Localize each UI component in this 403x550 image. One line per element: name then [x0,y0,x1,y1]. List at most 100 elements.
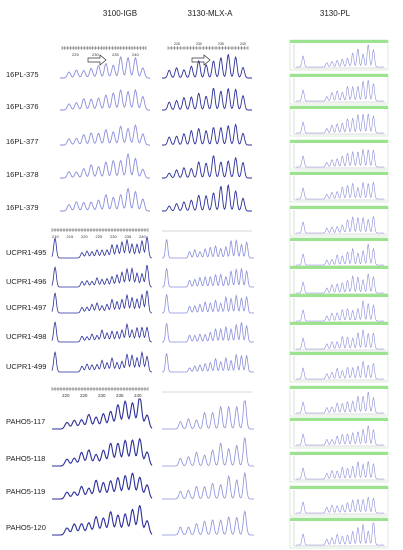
pl-trace-1 [296,79,384,102]
igb-trace-4 [60,187,150,212]
igb-ucpr-trace-4 [51,350,153,373]
mlx-scale-label: 230 [196,42,202,46]
pl-trace-0 [296,44,384,68]
igb-scale-label: 230 [92,52,99,57]
row-label-16pl-379: 16PL-379 [6,203,39,212]
pl-trace-14 [296,496,384,514]
pl-panel-header-bar [290,386,388,389]
mlx-scale-label: 235 [218,42,224,46]
row-label-paho5-119: PAHO5-119 [6,487,46,496]
igb-ucpr-trace-1 [51,264,153,288]
row-label-paho5-120: PAHO5-120 [6,523,46,532]
row-label-ucpr1-496: UCPR1-496 [6,277,47,286]
mlx-trace-1 [162,87,252,111]
row-label-ucpr1-499: UCPR1-499 [6,362,47,371]
pl-panel-header-bar [290,206,388,209]
igb-trace-3 [60,153,150,179]
mlx-paho-trace-2 [162,471,254,500]
row-label-ucpr1-495: UCPR1-495 [6,248,47,257]
igb-scale-label: 230 [110,234,117,239]
igb-ucpr-trace-3 [51,321,153,343]
igb-paho-trace-0 [52,398,153,430]
igb-scale-label: 225 [72,52,79,57]
pl-panel-header-bar [290,418,388,421]
arrow-marker-igb [87,54,107,66]
pl-trace-5 [296,215,384,234]
mlx-trace-3 [162,155,252,179]
mlx-paho-trace-3 [162,510,254,536]
row-label-ucpr1-497: UCPR1-497 [6,303,47,312]
pl-trace-11 [296,391,384,414]
pl-panel-header-bar [290,140,388,143]
pl-trace-15 [296,522,384,546]
igb-scale-label: 230 [98,393,106,398]
mlx-ucpr-trace-4 [162,353,254,373]
igb-scale-label: 235 [116,393,124,398]
row-label-16pl-376: 16PL-376 [6,102,39,111]
mlx-trace-2 [162,123,252,146]
mlx-trace-0 [162,53,252,79]
pl-trace-13 [296,461,384,480]
mlx-ucpr-trace-2 [162,294,254,314]
igb-paho-trace-1 [52,438,153,467]
column-header-pl: 3130-PL [319,9,351,18]
mlx-paho-trace-0 [162,400,254,430]
pl-panel-header-bar [290,106,388,109]
igb-scale-label: 215 [67,234,74,239]
column-header-igb: 3100-IGB [102,9,138,18]
pl-panel-header-bar [290,294,388,297]
mlx-ucpr-trace-0 [162,239,254,259]
pl-panel-header-bar [290,518,388,521]
igb-scale-label: 225 [96,234,103,239]
pl-panel-header-bar [290,486,388,489]
mlx-ucpr-trace-3 [162,322,254,343]
row-label-paho5-118: PAHO5-118 [6,454,46,463]
pl-panel-header-bar [290,452,388,455]
igb-scale-label: 225 [80,393,88,398]
igb-scale-label: 235 [112,52,119,57]
row-label-ucpr1-498: UCPR1-498 [6,332,47,341]
pl-panel-header-bar [290,322,388,325]
igb-paho-trace-3 [52,504,153,536]
column-header-mlx: 3130-MLX-A [187,9,233,18]
pl-panel-header-bar [290,238,388,241]
mlx-paho-trace-1 [162,436,254,467]
igb-scale-label: 235 [125,234,132,239]
igb-scale-label: 220 [81,234,88,239]
pl-trace-2 [296,113,384,134]
pl-panel-header-bar [290,74,388,77]
pl-trace-12 [296,425,384,446]
mlx-scale-label: 240 [240,42,246,46]
igb-scale-label: 240 [139,234,146,239]
mlx-trace-4 [162,184,252,212]
igb-trace-1 [60,88,150,111]
pl-trace-10 [296,360,384,380]
igb-scale-label: 210 [52,234,59,239]
igb-paho-trace-2 [52,472,153,500]
igb-scale-label: 240 [132,52,139,57]
row-label-16pl-375: 16PL-375 [6,70,39,79]
pl-trace-3 [296,149,384,168]
arrow-marker-mlx [191,54,211,66]
pl-trace-6 [296,243,384,266]
row-label-16pl-377: 16PL-377 [6,137,39,146]
row-label-16pl-378: 16PL-378 [6,170,39,179]
igb-trace-0 [60,55,150,79]
mlx-ucpr-trace-1 [162,267,254,288]
pl-panel-frame [289,417,389,449]
row-label-paho5-117: PAHO5-117 [6,417,46,426]
igb-scale-label: 240 [134,393,142,398]
pl-panel-header-bar [290,40,388,43]
pl-trace-7 [296,273,384,294]
mlx-scale-label: 225 [174,42,180,46]
igb-scale-label: 220 [62,393,70,398]
igb-ucpr-trace-0 [51,235,153,259]
igb-ucpr-trace-2 [51,289,153,314]
igb-trace-2 [60,124,150,146]
pl-trace-8 [296,300,384,322]
pl-trace-9 [296,329,384,350]
pl-trace-4 [296,181,384,200]
pl-panel-header-bar [290,352,388,355]
pl-panel-header-bar [290,172,388,175]
